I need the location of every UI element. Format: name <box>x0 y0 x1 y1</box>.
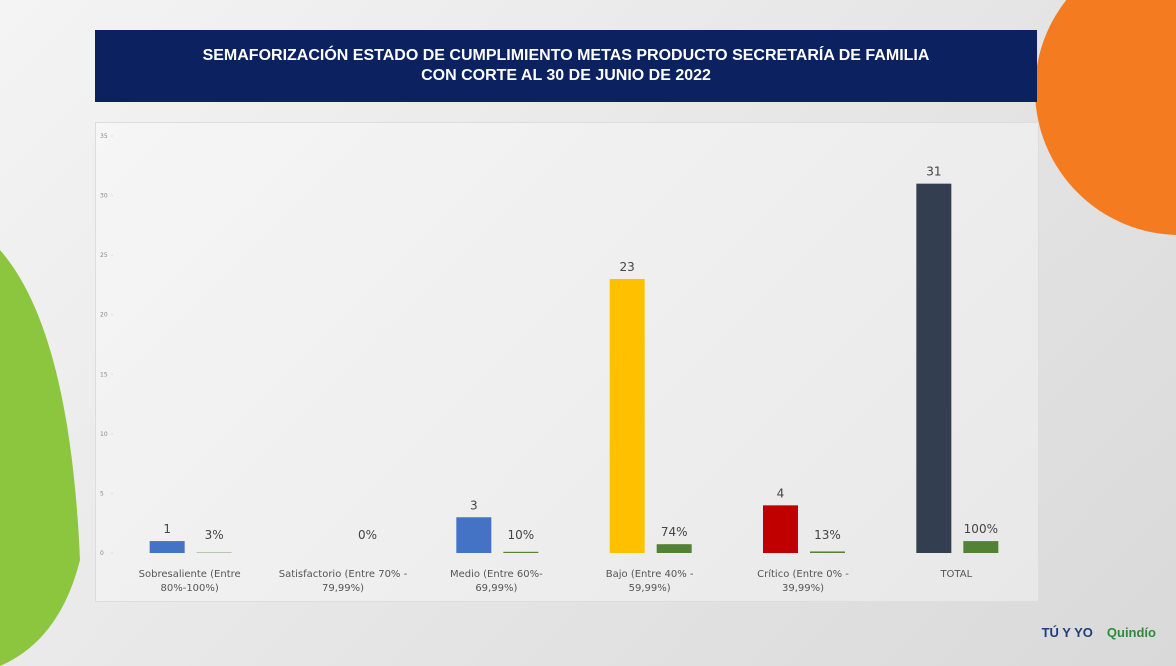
y-tick-label: 30 <box>100 193 108 200</box>
bar <box>149 541 185 553</box>
bar <box>456 517 492 553</box>
value-label: 13% <box>814 528 841 542</box>
orange-shape <box>1035 0 1176 235</box>
title-line: CON CORTE AL 30 DE JUNIO DE 2022 <box>421 67 711 84</box>
value-label: 10% <box>507 528 534 542</box>
y-tick-label: 35 <box>100 133 108 140</box>
bar <box>763 505 798 553</box>
bar <box>609 278 645 553</box>
y-tick-label: 5 <box>100 490 104 497</box>
y-tick-label: 15 <box>100 371 108 378</box>
green-shape <box>0 250 80 666</box>
x-tick-label: Satisfactorio (Entre 70% - 79,99%) <box>278 569 408 594</box>
value-label: 74% <box>661 525 688 539</box>
logo: Quindío <box>1106 625 1156 640</box>
value-label: 3% <box>205 528 224 542</box>
y-tick-label: 10 <box>100 431 108 438</box>
value-label: 31 <box>926 165 941 179</box>
x-tick-label: Crítico (Entre 0% - 39,99%) <box>757 569 849 594</box>
y-tick-label: 20 <box>100 312 108 319</box>
value-label: 4 <box>777 486 785 500</box>
bar <box>656 544 692 553</box>
bar <box>503 551 539 553</box>
chart: 0 5 10 15 20 25 30 35 1 3% 0% 3 10% 23 74% 4 13% 31 100% S… <box>95 122 1039 602</box>
x-tick-label: Medio (Entre 60%- 69,99%) <box>449 569 543 594</box>
value-label: 23 <box>620 260 635 274</box>
bar <box>916 183 952 553</box>
y-tick-label: 0 <box>100 550 104 557</box>
value-label: 3 <box>470 498 478 512</box>
value-label: 0% <box>358 528 377 542</box>
logos: TÚ Y YO Quindío <box>1042 625 1156 640</box>
x-tick-label: Sobresaliente (Entre 80%-100%) <box>138 569 241 594</box>
title-box: SEMAFORIZACIÓN ESTADO DE CUMPLIMIENTO ME… <box>95 30 1037 102</box>
bar <box>963 541 999 553</box>
y-tick-label: 25 <box>100 252 108 259</box>
value-label: 1 <box>163 522 171 536</box>
x-tick-label: Bajo (Entre 40% - 59,99%) <box>605 569 694 594</box>
logo: TÚ Y YO <box>1041 625 1093 640</box>
x-tick-label: TOTAL <box>940 569 973 580</box>
value-label: 100% <box>964 522 998 536</box>
bar <box>810 551 845 553</box>
title-line: SEMAFORIZACIÓN ESTADO DE CUMPLIMIENTO ME… <box>202 47 930 64</box>
